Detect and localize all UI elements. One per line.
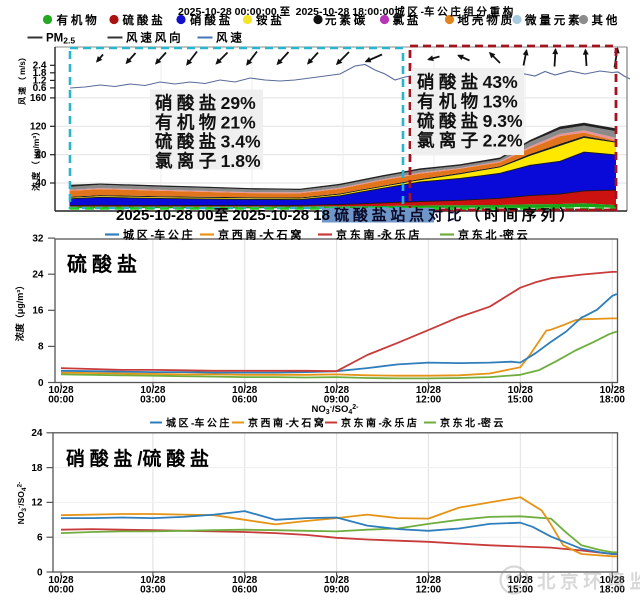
svg-text:京东南-永乐店: 京东南-永乐店 — [341, 417, 419, 430]
svg-text:10/28: 10/28 — [416, 385, 441, 396]
svg-text:1.8: 1.8 — [33, 68, 47, 79]
svg-text:18:00: 18:00 — [599, 395, 625, 406]
svg-text:12:00: 12:00 — [416, 585, 442, 596]
svg-text:15:00: 15:00 — [508, 585, 534, 596]
svg-text:微量元素: 微量元素 — [524, 13, 583, 27]
svg-text:15:00: 15:00 — [508, 395, 534, 406]
svg-text:浓度（μg/m³）: 浓度（μg/m³） — [31, 125, 41, 191]
svg-text:03:00: 03:00 — [140, 395, 166, 406]
svg-text:氯离子1.8%: 氯离子1.8% — [155, 151, 261, 171]
svg-text:24: 24 — [32, 270, 44, 281]
svg-text:10/28: 10/28 — [324, 385, 349, 396]
svg-text:00:00: 00:00 — [48, 585, 74, 596]
svg-text:10/28: 10/28 — [416, 575, 441, 586]
svg-text:京东北-密云: 京东北-密云 — [440, 417, 506, 430]
svg-text:10/28: 10/28 — [48, 575, 73, 586]
svg-text:氯离子2.2%: 氯离子2.2% — [417, 131, 523, 151]
svg-text:硫酸盐3.4%: 硫酸盐3.4% — [155, 132, 261, 152]
svg-text:风速风向: 风速风向 — [126, 31, 184, 45]
svg-text:06:00: 06:00 — [232, 585, 258, 596]
svg-text:10/28: 10/28 — [600, 575, 625, 586]
svg-text:京东南-永乐店: 京东南-永乐店 — [336, 228, 422, 242]
svg-text:0: 0 — [37, 567, 43, 578]
svg-text:09:00: 09:00 — [324, 585, 350, 596]
svg-text:12: 12 — [31, 498, 43, 509]
svg-text:硫酸盐: 硫酸盐 — [123, 13, 166, 27]
svg-text:硫酸盐9.3%: 硫酸盐9.3% — [417, 111, 523, 131]
svg-text:浓度（μg/m³）: 浓度（μg/m³） — [14, 281, 25, 342]
svg-text:地壳物质: 地壳物质 — [458, 13, 516, 27]
svg-text:120: 120 — [30, 122, 47, 133]
svg-text:18:00: 18:00 — [599, 585, 625, 596]
svg-text:18: 18 — [31, 463, 43, 474]
svg-text:10/28: 10/28 — [508, 575, 533, 586]
svg-text:06:00: 06:00 — [232, 395, 258, 406]
svg-text:京西南-大石窝: 京西南-大石窝 — [248, 417, 326, 430]
svg-text:有机物21%: 有机物21% — [155, 112, 256, 132]
svg-text:PM2.5: PM2.5 — [46, 33, 75, 46]
svg-text:6: 6 — [37, 533, 43, 544]
svg-text:2025-10-28 00至2025-10-28 18 硫酸: 2025-10-28 00至2025-10-28 18 硫酸盐站点对比（时间序列… — [116, 206, 578, 224]
svg-text:铵盐: 铵盐 — [256, 13, 285, 27]
svg-text:有机物: 有机物 — [57, 13, 100, 27]
svg-text:0: 0 — [38, 378, 44, 389]
svg-text:32: 32 — [32, 233, 44, 244]
svg-text:城区-车公庄: 城区-车公庄 — [166, 417, 232, 430]
svg-text:03:00: 03:00 — [140, 585, 166, 596]
svg-text:北京环境监测: 北京环境监测 — [537, 571, 640, 592]
svg-text:10/28: 10/28 — [232, 385, 257, 396]
svg-text:09:00: 09:00 — [324, 395, 350, 406]
svg-text:160: 160 — [30, 93, 47, 104]
svg-text:硝酸盐: 硝酸盐 — [190, 13, 233, 27]
svg-text:元素碳: 元素碳 — [325, 13, 368, 27]
svg-text:24: 24 — [31, 428, 43, 439]
svg-text:00:00: 00:00 — [48, 395, 74, 406]
svg-text:1.2: 1.2 — [33, 76, 47, 87]
svg-text:其他: 其他 — [592, 13, 621, 27]
svg-text:10/28: 10/28 — [140, 385, 165, 396]
svg-text:有机物13%: 有机物13% — [417, 92, 518, 112]
svg-text:硝酸盐29%: 硝酸盐29% — [155, 93, 256, 113]
svg-text:城区-车公庄: 城区-车公庄 — [123, 228, 195, 242]
svg-text:10/28: 10/28 — [324, 575, 349, 586]
svg-text:12:00: 12:00 — [416, 395, 442, 406]
svg-text:10/28: 10/28 — [48, 385, 73, 396]
svg-text:硝酸盐43%: 硝酸盐43% — [417, 72, 518, 92]
svg-text:10/28: 10/28 — [600, 385, 625, 396]
svg-text:2025-10-28 00:00:00 至 2025-10-: 2025-10-28 00:00:00 至 2025-10-28 18:00:0… — [178, 5, 516, 18]
svg-text:风速（m/s）: 风速（m/s） — [17, 51, 27, 105]
svg-text:京东北-密云: 京东北-密云 — [458, 228, 530, 242]
svg-text:2.4: 2.4 — [33, 61, 47, 72]
svg-text:风速: 风速 — [216, 31, 245, 45]
svg-text:NO3-/SO42-: NO3-/SO42- — [16, 482, 28, 525]
svg-text:16: 16 — [32, 306, 44, 317]
svg-text:10/28: 10/28 — [232, 575, 257, 586]
svg-text:10/28: 10/28 — [140, 575, 165, 586]
svg-text:氯盐: 氯盐 — [393, 13, 422, 27]
svg-text:10/28: 10/28 — [508, 385, 533, 396]
svg-text:硝酸盐/硫酸盐: 硝酸盐/硫酸盐 — [66, 447, 214, 470]
svg-text:40: 40 — [35, 178, 47, 189]
svg-text:80: 80 — [35, 150, 47, 161]
svg-text:0.6: 0.6 — [33, 83, 47, 94]
svg-text:硫酸盐: 硫酸盐 — [67, 252, 142, 276]
svg-text:8: 8 — [38, 342, 44, 353]
svg-text:NO3-/SO42-: NO3-/SO42- — [311, 404, 359, 416]
svg-text:京西南-大石窝: 京西南-大石窝 — [218, 228, 304, 242]
